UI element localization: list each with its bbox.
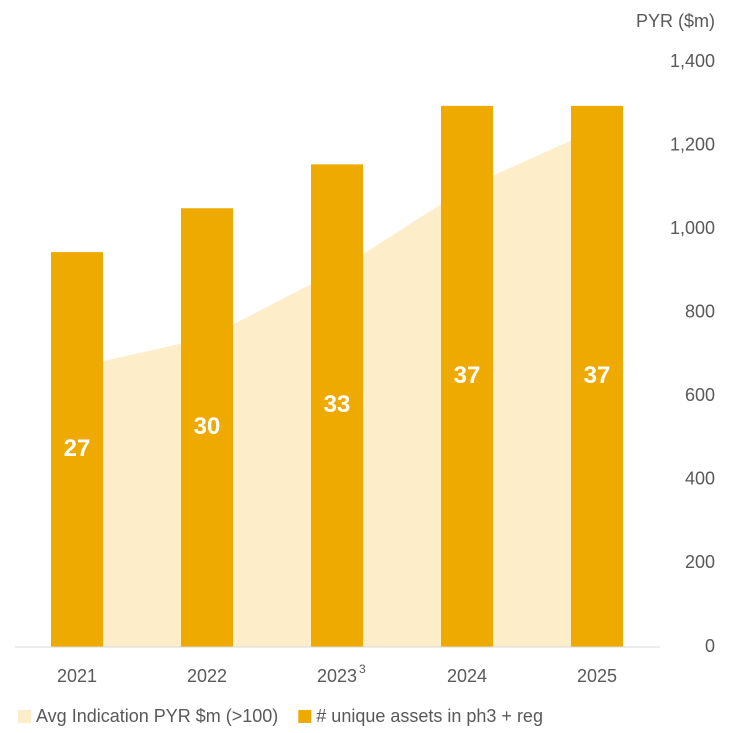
- footnote-mark: 3: [359, 662, 366, 676]
- y2-tick-label: 400: [685, 469, 715, 489]
- value-label: 30: [194, 413, 221, 440]
- legend-label: Avg Indication PYR $m (>100): [36, 706, 278, 726]
- y2-axis-label: PYR ($m): [636, 11, 715, 31]
- legend-swatch: [298, 710, 312, 723]
- value-label: 27: [64, 435, 91, 462]
- x-tick-label: 2022: [187, 666, 227, 686]
- bar: [441, 105, 493, 647]
- y2-tick-label: 800: [685, 301, 715, 321]
- y2-tick-label: 200: [685, 552, 715, 572]
- value-label: 37: [584, 362, 611, 389]
- y2-tick-label: 600: [685, 385, 715, 405]
- x-tick-label: 2025: [577, 666, 617, 686]
- x-tick-label: 2021: [57, 666, 97, 686]
- y2-tick-label: 1,000: [670, 218, 715, 238]
- bar: [181, 208, 233, 647]
- value-label: 37: [454, 362, 481, 389]
- bar: [571, 105, 623, 647]
- legend-swatch: [18, 710, 31, 723]
- value-label: 33: [324, 391, 351, 418]
- legend-label: # unique assets in ph3 + reg: [316, 706, 543, 726]
- x-tick-label: 2023: [317, 666, 357, 686]
- y2-tick-label: 1,400: [670, 51, 715, 71]
- bar: [311, 164, 363, 647]
- y2-tick-label: 0: [705, 636, 715, 656]
- x-tick-label: 2024: [447, 666, 487, 686]
- y2-tick-label: 1,200: [670, 134, 715, 154]
- bar: [51, 252, 103, 647]
